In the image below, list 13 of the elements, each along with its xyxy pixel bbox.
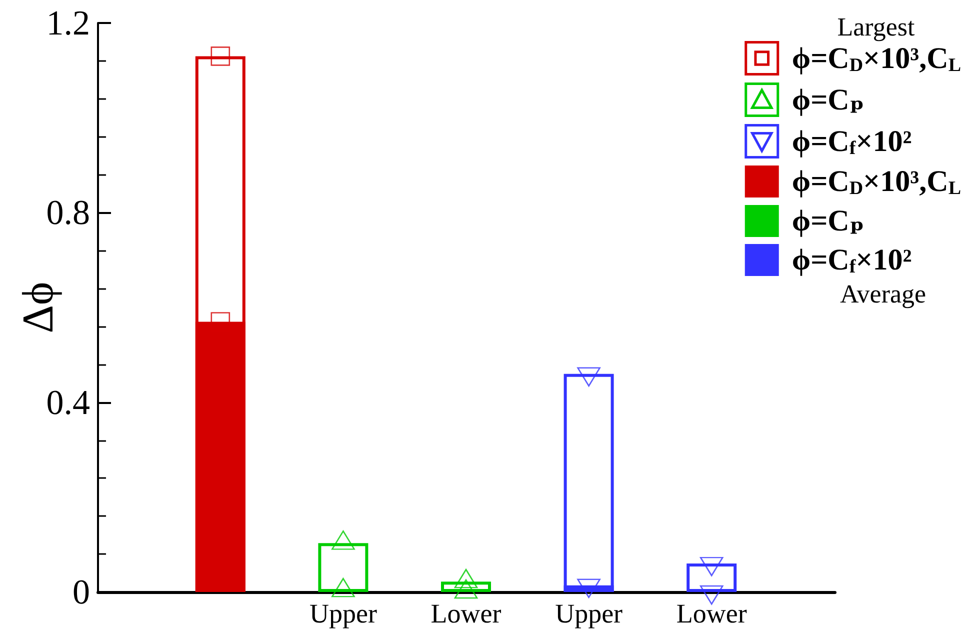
legend-label: ϕ=Cₚ bbox=[792, 83, 864, 116]
legend-title: Largest bbox=[837, 12, 916, 42]
x-tick-label: Upper bbox=[555, 598, 623, 628]
x-tick-label: Lower bbox=[676, 598, 747, 628]
y-tick-label: 1.2 bbox=[46, 4, 90, 42]
text: Average bbox=[840, 280, 926, 308]
legend-label: ϕ=Cₚ bbox=[792, 204, 864, 238]
y-tick-label: 0.4 bbox=[46, 382, 90, 422]
y-tick-label: 0.8 bbox=[46, 193, 90, 232]
y-axis-title: Δϕ bbox=[14, 282, 62, 334]
x-tick-label: Upper bbox=[309, 598, 377, 628]
x-tick-label: Lower bbox=[430, 598, 502, 628]
y-tick-label: 0 bbox=[72, 572, 90, 612]
